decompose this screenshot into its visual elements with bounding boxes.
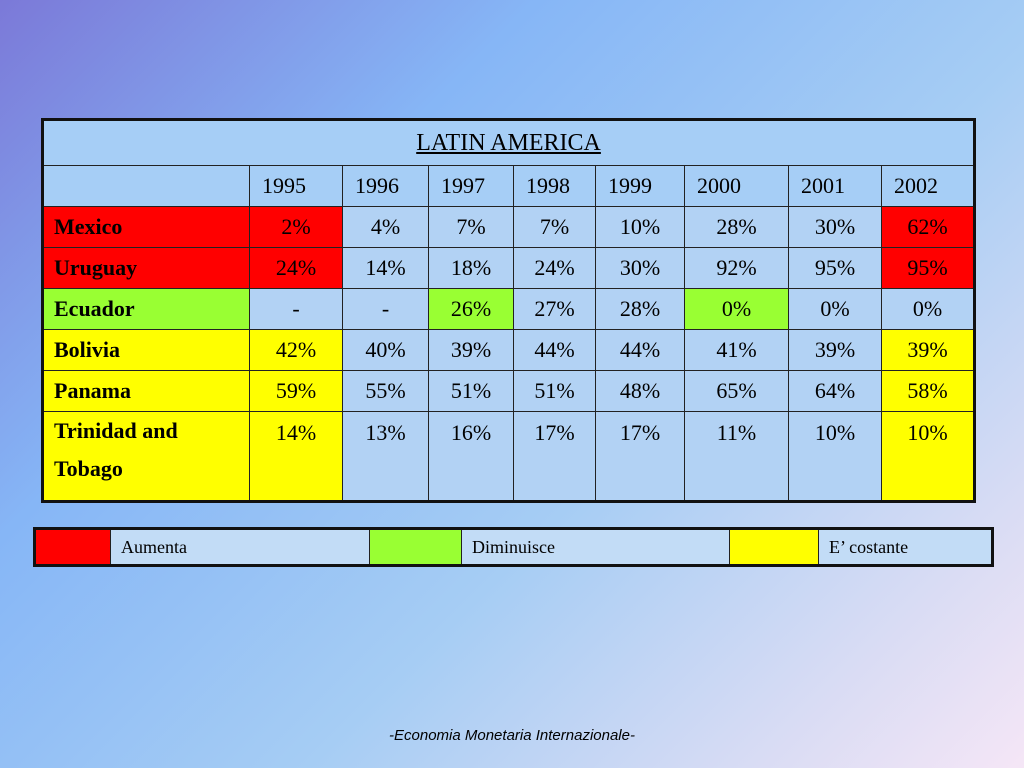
value-cell: 10%: [595, 206, 685, 248]
legend-label-aumenta: Aumenta: [110, 528, 370, 566]
value-cell: 59%: [249, 370, 343, 412]
value-cell: 28%: [684, 206, 789, 248]
value-cell: 40%: [342, 329, 429, 371]
year-header-2000: 2000: [684, 165, 789, 207]
value-cell: -: [249, 288, 343, 330]
value-cell: 11%: [684, 411, 789, 502]
table-row: Panama 59% 55% 51% 51% 48% 65% 64% 58%: [42, 370, 976, 412]
legend-swatch-yellow: [729, 528, 819, 566]
year-header-1999: 1999: [595, 165, 685, 207]
value-cell: 7%: [428, 206, 514, 248]
table-row: Mexico 2% 4% 7% 7% 10% 28% 30% 62%: [42, 206, 976, 248]
year-header-1998: 1998: [513, 165, 596, 207]
value-cell: 30%: [595, 247, 685, 289]
value-cell: 39%: [428, 329, 514, 371]
value-cell: 64%: [788, 370, 882, 412]
value-cell: 17%: [595, 411, 685, 502]
legend-swatch-green: [369, 528, 462, 566]
value-cell: 26%: [428, 288, 514, 330]
table-title: LATIN AMERICA: [41, 119, 976, 166]
legend-label-costante: E’ costante: [818, 528, 993, 566]
header-empty-cell: [42, 165, 250, 207]
country-cell: Mexico: [42, 206, 250, 248]
country-cell: Trinidad and Tobago: [42, 411, 250, 502]
value-cell: 51%: [428, 370, 514, 412]
value-cell: 0%: [684, 288, 789, 330]
value-cell: 95%: [788, 247, 882, 289]
value-cell: 42%: [249, 329, 343, 371]
country-cell: Bolivia: [42, 329, 250, 371]
value-cell: 44%: [513, 329, 596, 371]
value-cell: 55%: [342, 370, 429, 412]
value-cell: 30%: [788, 206, 882, 248]
value-cell: 51%: [513, 370, 596, 412]
value-cell: 62%: [880, 206, 976, 248]
legend-swatch-red: [34, 528, 111, 566]
year-header-1997: 1997: [428, 165, 514, 207]
value-cell: 28%: [595, 288, 685, 330]
table-row: Trinidad and Tobago 14% 13% 16% 17% 17% …: [42, 411, 976, 502]
value-cell: 18%: [428, 247, 514, 289]
value-cell: 92%: [684, 247, 789, 289]
value-cell: 44%: [595, 329, 685, 371]
year-header-2001: 2001: [788, 165, 882, 207]
value-cell: 39%: [880, 329, 976, 371]
table-row: Bolivia 42% 40% 39% 44% 44% 41% 39% 39%: [42, 329, 976, 371]
value-cell: 58%: [880, 370, 976, 412]
value-cell: 39%: [788, 329, 882, 371]
value-cell: 7%: [513, 206, 596, 248]
value-cell: 0%: [788, 288, 882, 330]
value-cell: 65%: [684, 370, 789, 412]
value-cell: 14%: [249, 411, 343, 502]
country-cell: Uruguay: [42, 247, 250, 289]
legend-label-diminuisce: Diminuisce: [461, 528, 730, 566]
value-cell: 24%: [513, 247, 596, 289]
value-cell: -: [342, 288, 429, 330]
color-legend: Aumenta Diminuisce E’ costante: [33, 527, 994, 567]
slide-footer: -Economia Monetaria Internazionale-: [389, 727, 635, 744]
value-cell: 10%: [880, 411, 976, 502]
country-cell: Ecuador: [42, 288, 250, 330]
value-cell: 17%: [513, 411, 596, 502]
year-header-1995: 1995: [249, 165, 343, 207]
year-header-1996: 1996: [342, 165, 429, 207]
value-cell: 14%: [342, 247, 429, 289]
value-cell: 4%: [342, 206, 429, 248]
year-header-2002: 2002: [880, 165, 976, 207]
value-cell: 24%: [249, 247, 343, 289]
value-cell: 48%: [595, 370, 685, 412]
table-row: Uruguay 24% 14% 18% 24% 30% 92% 95% 95%: [42, 247, 976, 289]
value-cell: 13%: [342, 411, 429, 502]
value-cell: 0%: [880, 288, 976, 330]
value-cell: 95%: [880, 247, 976, 289]
value-cell: 27%: [513, 288, 596, 330]
table-row: Ecuador - - 26% 27% 28% 0% 0% 0%: [42, 288, 976, 330]
value-cell: 41%: [684, 329, 789, 371]
value-cell: 10%: [788, 411, 882, 502]
value-cell: 2%: [249, 206, 343, 248]
country-cell: Panama: [42, 370, 250, 412]
value-cell: 16%: [428, 411, 514, 502]
latin-america-table: LATIN AMERICA 1995 1996 1997 1998 1999 2…: [41, 118, 977, 503]
